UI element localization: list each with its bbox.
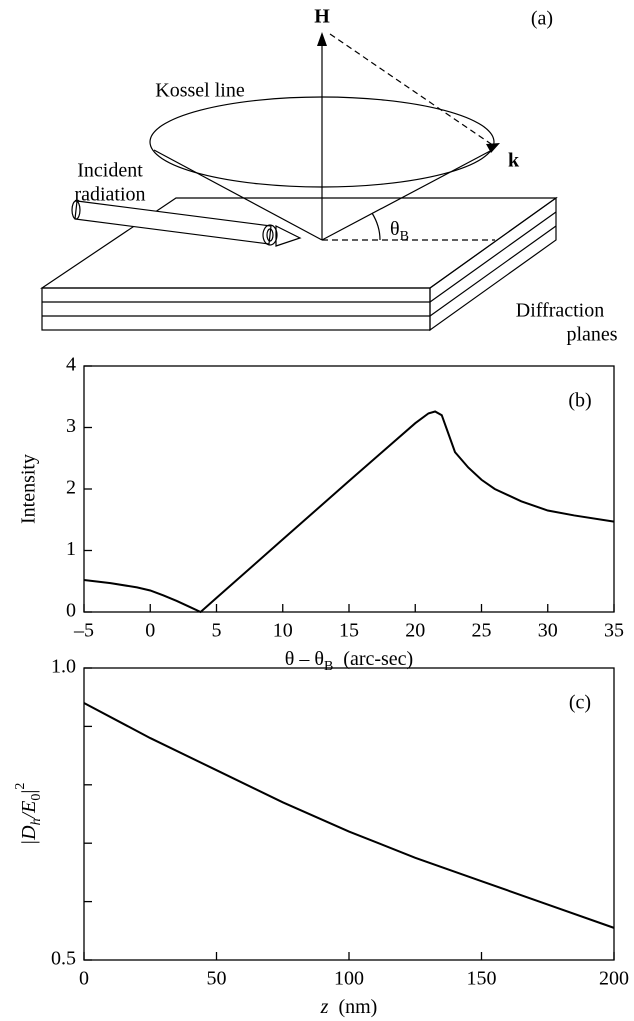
x-tick-label: 20 [405, 620, 425, 642]
x-label-main: θ – θ [285, 648, 324, 670]
label-planes: Diffraction [516, 300, 605, 322]
y-label-part: 0 [29, 794, 44, 801]
angle-main: θ [390, 218, 400, 240]
angle-arc [371, 212, 381, 241]
label-kossel: Kossel line [155, 80, 245, 102]
x-tick-label: –5 [73, 620, 94, 642]
x-tick-label: 150 [467, 968, 497, 990]
y-axis-label: Intensity [18, 454, 40, 524]
x-tick-label: 30 [538, 620, 558, 642]
y-axis-label: |Dh/E0|2 [13, 783, 44, 846]
y-tick-label: 2 [66, 477, 76, 499]
x-tick-label: 35 [604, 620, 624, 642]
y-label-part: h [29, 818, 44, 825]
plot-frame [83, 365, 615, 613]
x-tick-label: 10 [273, 620, 293, 642]
tube-end [266, 228, 274, 242]
x-tick-label: 5 [212, 620, 222, 642]
arrowhead [486, 143, 500, 153]
cone-edge [321, 149, 493, 241]
x-tick-label: 0 [145, 620, 155, 642]
data-line [83, 410, 615, 614]
y-tick-label: 1 [66, 538, 76, 560]
tube [74, 200, 272, 245]
y-tick-label: 4 [66, 354, 76, 376]
x-label-main: z [320, 996, 329, 1018]
x-label-rest: (arc-sec) [343, 648, 413, 670]
label-k: k [508, 150, 520, 172]
y-tick-label: 3 [66, 415, 76, 437]
dashed-line [329, 33, 495, 147]
plot-frame [83, 667, 615, 961]
x-tick-label: 0 [79, 968, 89, 990]
plate-front [41, 287, 431, 331]
x-axis-label: z (nm) [320, 996, 378, 1018]
angle-sub: B [400, 229, 409, 244]
arrowhead [317, 32, 327, 46]
y-tick-label: 1.0 [51, 656, 76, 678]
y-label-part: |D [18, 825, 40, 845]
y-label-part: 2 [13, 783, 28, 790]
label-incident: Incident [77, 160, 143, 182]
label-h: H [314, 6, 330, 28]
panel-label: (a) [531, 8, 553, 30]
panel-label: (b) [568, 390, 591, 412]
plane-line [429, 225, 557, 317]
x-tick-label: 200 [599, 968, 629, 990]
label-incident: radiation [74, 184, 145, 206]
y-label-part: | [18, 790, 40, 794]
tube-end [71, 200, 81, 220]
tube-end [262, 224, 278, 246]
panel-label: (c) [569, 692, 591, 714]
label-angle: θB [390, 218, 409, 245]
x-axis-label: θ – θB (arc-sec) [285, 648, 413, 675]
x-tick-label: 50 [207, 968, 227, 990]
y-tick-label: 0.5 [51, 948, 76, 970]
y-tick-label: 0 [66, 600, 76, 622]
x-tick-label: 100 [334, 968, 364, 990]
x-label-sub: B [324, 659, 333, 674]
beam-cone [275, 225, 302, 247]
y-label-part: /E [18, 801, 40, 820]
x-tick-label: 25 [472, 620, 492, 642]
x-tick-label: 15 [339, 620, 359, 642]
cone-edge [153, 149, 323, 241]
x-label-rest: (nm) [338, 996, 377, 1018]
plane-line [429, 211, 557, 303]
label-planes: planes [566, 324, 617, 346]
diagram-a: H (a) Kossel line Incident radiation k θ… [40, 6, 618, 346]
data-line [83, 702, 615, 929]
